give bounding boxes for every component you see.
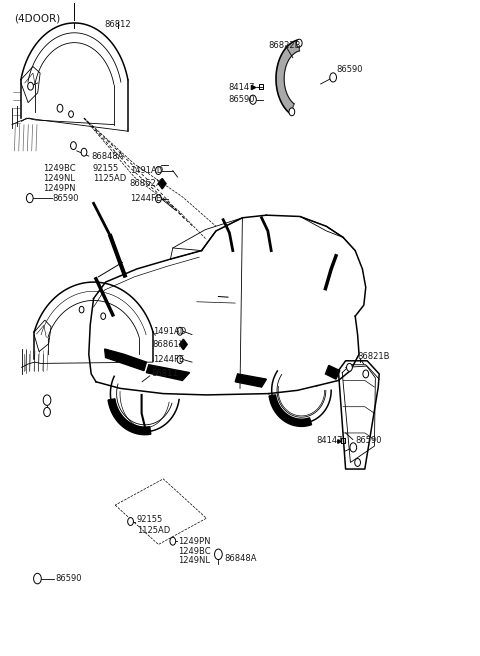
Circle shape: [156, 195, 161, 203]
Circle shape: [28, 82, 34, 90]
Circle shape: [26, 194, 33, 203]
Text: 1249NL: 1249NL: [43, 174, 75, 183]
Circle shape: [34, 573, 41, 584]
Text: 86590: 86590: [228, 95, 254, 104]
Polygon shape: [105, 349, 146, 371]
Circle shape: [250, 95, 256, 104]
Circle shape: [363, 370, 369, 378]
Circle shape: [330, 73, 336, 82]
Polygon shape: [235, 374, 266, 387]
Circle shape: [170, 537, 176, 545]
Circle shape: [43, 395, 51, 405]
Circle shape: [177, 356, 183, 363]
Text: 84147: 84147: [317, 436, 343, 445]
Circle shape: [44, 407, 50, 417]
Text: 1249NL: 1249NL: [179, 556, 211, 565]
Circle shape: [71, 142, 76, 150]
Polygon shape: [180, 339, 187, 350]
Text: 1491AD: 1491AD: [130, 166, 163, 175]
Text: 1244FE: 1244FE: [153, 355, 184, 364]
Text: 1249BC: 1249BC: [43, 164, 76, 173]
Text: 86590: 86590: [55, 574, 82, 583]
Circle shape: [156, 167, 161, 174]
Polygon shape: [158, 178, 166, 189]
Text: 86821B: 86821B: [358, 352, 390, 361]
Text: 86590: 86590: [53, 194, 79, 203]
Circle shape: [128, 518, 133, 525]
Circle shape: [69, 111, 73, 117]
Polygon shape: [276, 40, 300, 113]
Text: 1249PN: 1249PN: [43, 184, 76, 193]
Text: 1249BC: 1249BC: [179, 546, 211, 556]
Circle shape: [350, 443, 357, 452]
Text: 86861X: 86861X: [153, 340, 185, 349]
Text: 92155: 92155: [137, 515, 163, 524]
Circle shape: [57, 104, 63, 112]
Text: 84147: 84147: [228, 83, 254, 92]
Polygon shape: [146, 365, 190, 380]
Circle shape: [289, 108, 295, 115]
Circle shape: [296, 39, 302, 47]
Text: 1125AD: 1125AD: [137, 525, 170, 535]
Text: 86812: 86812: [104, 20, 131, 29]
Text: 86848A: 86848A: [91, 152, 124, 161]
Polygon shape: [325, 365, 340, 379]
Text: 86811: 86811: [151, 369, 178, 379]
Circle shape: [355, 459, 360, 466]
Text: 1249PN: 1249PN: [179, 537, 211, 546]
Text: 86848A: 86848A: [225, 554, 257, 564]
Text: 86590: 86590: [336, 65, 362, 74]
Circle shape: [347, 363, 352, 371]
Text: 86862X: 86862X: [130, 179, 162, 188]
Circle shape: [215, 549, 222, 560]
Text: 92155: 92155: [93, 164, 119, 173]
Text: 86822B: 86822B: [269, 41, 301, 51]
Polygon shape: [269, 395, 312, 426]
Circle shape: [79, 306, 84, 313]
Text: 1125AD: 1125AD: [93, 174, 126, 183]
Polygon shape: [108, 399, 151, 435]
Circle shape: [81, 148, 87, 156]
Circle shape: [101, 313, 106, 319]
Text: 1491AD: 1491AD: [153, 327, 186, 336]
Text: 1244FE: 1244FE: [130, 194, 161, 203]
Circle shape: [177, 327, 183, 335]
Text: (4DOOR): (4DOOR): [14, 13, 60, 23]
Text: 86590: 86590: [355, 436, 382, 445]
